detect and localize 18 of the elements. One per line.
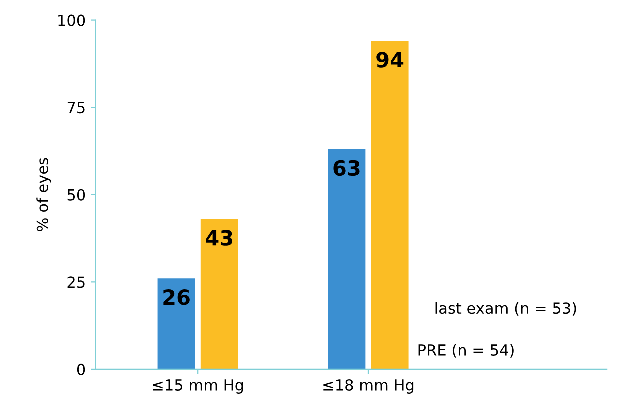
series-label: last exam (n = 53) xyxy=(436,302,576,316)
y-tick-label: 0 xyxy=(77,364,86,376)
bar xyxy=(158,278,196,370)
x-tick-label: ≤15 mm Hg xyxy=(153,380,244,394)
y-tick-label: 50 xyxy=(68,189,86,201)
text: PRE (n = 54) xyxy=(418,344,514,358)
y-tick-label: 100 xyxy=(58,14,86,26)
y-axis-title: % of eyes xyxy=(36,158,52,232)
bar xyxy=(328,149,366,370)
data-label: 63 xyxy=(334,160,360,176)
bar xyxy=(200,219,238,370)
data-label: 94 xyxy=(376,52,404,68)
y-tick-label: 25 xyxy=(68,276,85,288)
x-tick-label: ≤18 mm Hg xyxy=(324,379,414,394)
data-label: 43 xyxy=(206,230,232,246)
data-label: 26 xyxy=(164,290,190,306)
bar xyxy=(371,41,409,370)
y-tick-label: 75 xyxy=(68,102,85,114)
